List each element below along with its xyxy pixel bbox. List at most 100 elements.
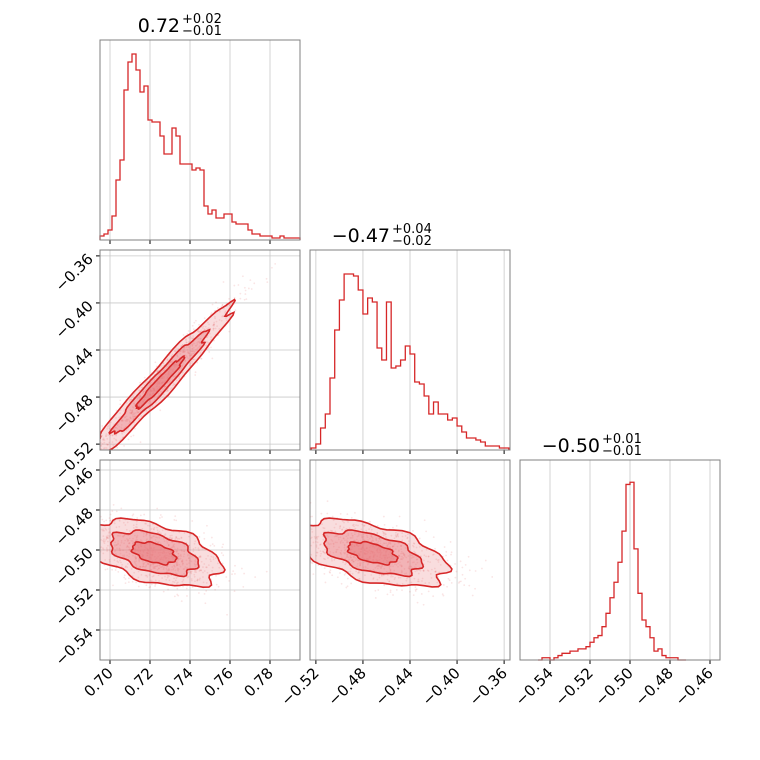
p1-p2-sample-point [133, 427, 136, 430]
p1-p3-sample-point [194, 564, 197, 566]
p1-p3-sample-point [156, 507, 159, 510]
p1-p2-sample-point [199, 342, 202, 345]
p1-p3-sample-point [149, 585, 152, 588]
p1-p3-sample-point [105, 519, 108, 522]
p1-p2-sample-point [204, 325, 207, 328]
p1-p3-sample-point [194, 540, 197, 543]
p1-p3-sample-point [157, 567, 160, 570]
p2-p3-sample-point [414, 590, 417, 592]
p1-p3-sample-point [181, 562, 184, 565]
p1-p3-sample-point [152, 567, 155, 570]
p1-p2-sample-point [192, 358, 195, 361]
hist-p1-panel: 0.72 +0.02−0.01 [99, 12, 301, 244]
p1-p3-sample-point [205, 566, 208, 569]
p1-p2-sample-point [107, 424, 110, 427]
p1-p3-sample-point [148, 574, 151, 576]
p1-p3-sample-point [193, 542, 196, 545]
p2-p3-sample-point [314, 540, 317, 543]
p1-p2-sample-point [167, 363, 170, 365]
p2-p3-sample-point [434, 547, 436, 550]
p1-p3-sample-point [206, 524, 208, 527]
p2-p3-sample-point [370, 534, 373, 537]
p1-p2-sample-point [115, 417, 117, 419]
p1-p2-sample-point [184, 339, 187, 341]
p2-p3-sample-point [393, 578, 396, 581]
p1-p3-sample-point [176, 547, 179, 550]
p1-p3-sample-point [134, 555, 137, 558]
p2-p3-sample-point [329, 543, 332, 545]
p1-p3-sample-point [174, 565, 176, 568]
p2-p3-sample-point [343, 546, 346, 549]
p1-p3-sample-point [175, 563, 178, 566]
p1-p3-sample-point [188, 548, 191, 551]
p1-p3-sample-point [218, 566, 221, 569]
p2-p3-sample-point [389, 589, 392, 592]
p2-p3-sample-point [358, 571, 360, 574]
p1-p2-sample-point [133, 402, 135, 405]
p1-p2-sample-point [203, 317, 206, 320]
p1-p2-sample-point [150, 381, 153, 384]
p1-p2-sample-point [132, 416, 134, 419]
p2-p3-sample-point [417, 572, 420, 575]
p1-p2-sample-point [196, 342, 199, 344]
p1-p3-sample-point [211, 569, 214, 572]
p2-p3-sample-point [395, 564, 398, 566]
p2-p3-sample-point [397, 550, 400, 553]
p1-p3-sample-point [163, 540, 166, 543]
p1-p3-sample-point [193, 563, 196, 565]
p2-p3-sample-point [347, 521, 349, 523]
p1-p3-sample-point [136, 517, 139, 519]
p1-p2-sample-point [116, 427, 119, 430]
p2-p3-sample-point [398, 515, 401, 518]
p2-p3-sample-point [343, 544, 346, 547]
p2-p3-sample-point [377, 540, 380, 543]
p1-p2-sample-point [184, 359, 187, 362]
p1-p2-sample-point [130, 411, 133, 414]
p1-p2-sample-point [181, 365, 184, 367]
p1-p2-sample-point [228, 297, 230, 300]
p1-p3-sample-point [131, 540, 134, 542]
p1-p3-sample-point [139, 566, 142, 568]
p2-p3-sample-point [379, 539, 382, 542]
p1-p3-sample-point [126, 566, 129, 569]
p2-p3-sample-point [339, 551, 342, 554]
p1-p2-sample-point [208, 323, 210, 326]
p2-p3-sample-point [310, 553, 313, 556]
p2-p3-sample-point [388, 546, 391, 549]
p1-p3-sample-point [108, 549, 111, 551]
p1-p2-sample-point [180, 350, 182, 353]
p1-p2-sample-point [266, 281, 269, 284]
p2-p3-sample-point [404, 534, 407, 537]
p2-p3-sample-point [432, 536, 435, 539]
p1-p3-sample-point [215, 583, 218, 586]
p1-p3-sample-point [141, 527, 144, 530]
p1-p3-sample-point [114, 545, 116, 547]
p1-p2-sample-point [119, 403, 122, 406]
p1-p3-sample-point [167, 568, 170, 571]
p2-p3-sample-point [346, 539, 348, 542]
p1-p3-sample-point [145, 539, 148, 542]
p1-p2-sample-point [129, 409, 131, 411]
p2-p3-sample-point [403, 568, 406, 570]
p2-p3-sample-point [398, 554, 400, 557]
p1-p2-sample-point [194, 371, 197, 374]
p1-p2-sample-point [125, 425, 127, 428]
p1-p3-sample-point [173, 581, 176, 584]
p2-p3-plot-area [310, 500, 494, 606]
p2-p3-sample-point [435, 558, 438, 561]
p1-p2-sample-point [168, 380, 170, 383]
p1-p3-sample-point [200, 569, 202, 572]
p1-p3-sample-point [222, 543, 224, 546]
p1-p3-sample-point [120, 539, 123, 542]
p2-p3-sample-point [338, 546, 340, 549]
p1-p3-frame [99, 459, 301, 661]
p1-p2-sample-point [210, 346, 212, 349]
p2-p3-sample-point [400, 565, 403, 568]
p1-p2-sample-point [136, 397, 139, 400]
p1-p2-sample-point [164, 385, 167, 388]
p2-p3-sample-point [430, 568, 433, 571]
p1-p3-sample-point [161, 577, 164, 579]
p2-p3-sample-point [366, 563, 369, 566]
p2-p3-sample-point [417, 580, 420, 583]
p1-p2-sample-point [157, 394, 160, 397]
